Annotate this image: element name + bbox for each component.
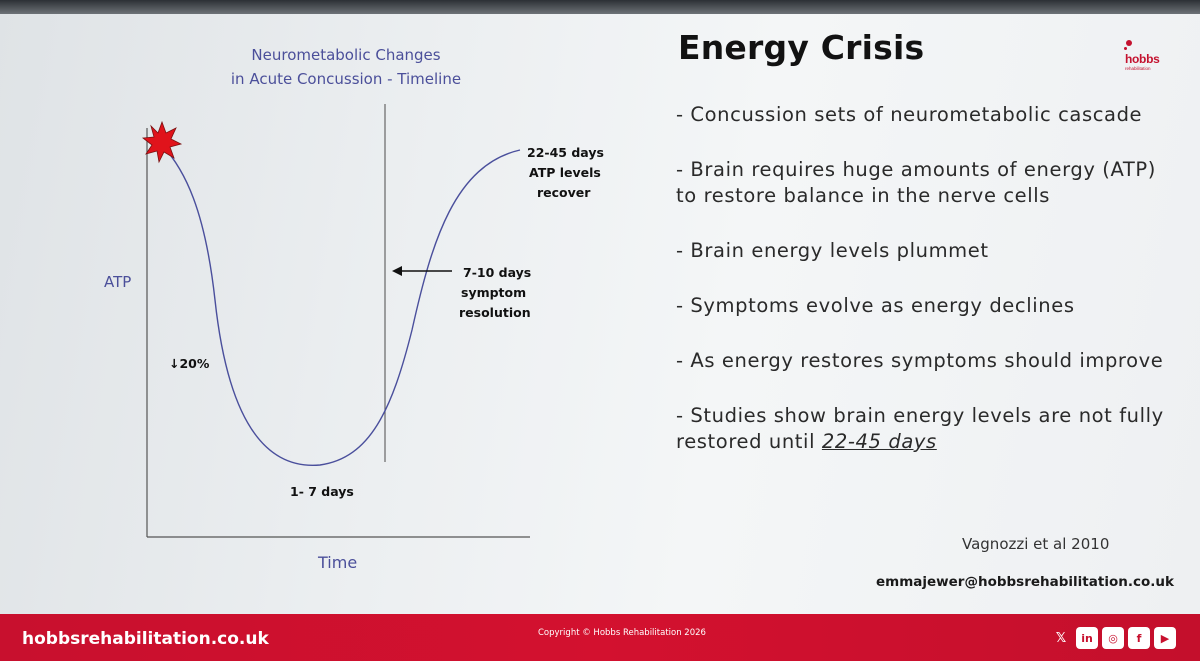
linkedin-icon[interactable]: in	[1076, 627, 1098, 649]
bullet-item: - As energy restores symptoms should imp…	[676, 349, 1164, 372]
recover-annotation: 22-45 days ATP levels recover	[527, 143, 604, 203]
y-axis-label: ATP	[104, 273, 132, 291]
bullet-emphasis: 22-45 days	[821, 430, 937, 453]
contact-email[interactable]: emmajewer@hobbsrehabilitation.co.uk	[876, 574, 1174, 590]
atp-curve	[161, 144, 521, 466]
recover-line1: 22-45 days	[527, 145, 604, 160]
logo-tagline: rehabilitation	[1125, 66, 1151, 71]
bullet-list: - Concussion sets of neurometabolic casc…	[676, 102, 1166, 484]
hobbs-logo: hobbs rehabilitation	[1112, 38, 1178, 82]
symptom-line1: 7-10 days	[463, 265, 532, 280]
x-icon[interactable]: 𝕏	[1055, 630, 1067, 646]
x-axis-label: Time	[318, 553, 358, 572]
logo-dot	[1126, 40, 1132, 46]
trough-annotation: 1- 7 days	[290, 484, 354, 499]
chart-title: Neurometabolic Changes in Acute Concussi…	[196, 43, 496, 91]
bullet-item: - Brain energy levels plummet	[676, 239, 989, 262]
youtube-icon[interactable]: ▶	[1154, 627, 1176, 649]
citation: Vagnozzi et al 2010	[962, 535, 1110, 553]
footer-bar: hobbsrehabilitation.co.uk Copyright © Ho…	[0, 614, 1200, 661]
arrow-head-icon	[392, 266, 402, 276]
screen-bezel	[0, 0, 1200, 14]
slide-heading: Energy Crisis	[678, 28, 925, 67]
footer-copyright: Copyright © Hobbs Rehabilitation 2026	[538, 628, 706, 638]
chart-svg	[141, 104, 530, 538]
bullet-item-last: - Studies show brain energy levels are n…	[676, 403, 1166, 455]
bullet-item: - Brain requires huge amounts of energy …	[676, 158, 1156, 207]
chart-title-line2: in Acute Concussion - Timeline	[230, 70, 462, 88]
symptom-annotation: 7-10 days symptom resolution	[459, 263, 531, 323]
logo-dot-small	[1124, 47, 1127, 50]
symptom-line2: symptom	[461, 285, 527, 300]
symptom-line3: resolution	[459, 305, 531, 320]
drop-annotation: ↓20%	[169, 356, 210, 371]
social-icons: 𝕏 in ◎ f ▶	[1050, 626, 1176, 650]
footer-website[interactable]: hobbsrehabilitation.co.uk	[22, 629, 269, 649]
chart-title-line1: Neurometabolic Changes	[251, 46, 441, 64]
injury-burst-icon	[141, 120, 183, 164]
facebook-icon[interactable]: f	[1128, 627, 1150, 649]
bullet-item: - Concussion sets of neurometabolic casc…	[676, 103, 1143, 126]
instagram-icon[interactable]: ◎	[1102, 627, 1124, 649]
recover-line3: recover	[537, 185, 591, 200]
bullet-item: - Symptoms evolve as energy declines	[676, 294, 1075, 317]
timeline-chart: Neurometabolic Changes in Acute Concussi…	[0, 0, 640, 600]
bullet-last-text: - Studies show brain energy levels are n…	[676, 404, 1164, 453]
logo-word: hobbs	[1125, 52, 1160, 66]
recover-line2: ATP levels	[529, 165, 601, 180]
